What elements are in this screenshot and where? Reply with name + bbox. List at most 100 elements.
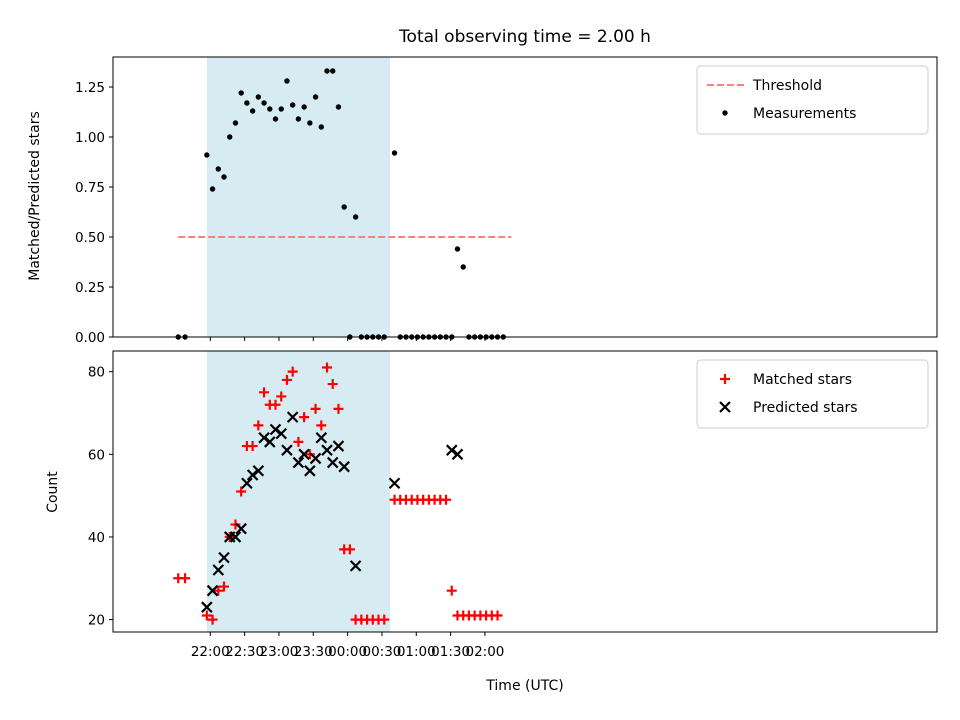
matched-stars-point bbox=[322, 362, 333, 373]
measurement-point bbox=[244, 100, 250, 106]
matched-stars-point bbox=[310, 403, 321, 414]
predicted-stars-point bbox=[218, 551, 230, 564]
legend-label: Matched stars bbox=[753, 372, 852, 388]
predicted-stars-point bbox=[206, 584, 219, 597]
measurement-point bbox=[278, 106, 284, 112]
matched-stars-point bbox=[270, 399, 281, 410]
measurement-point bbox=[318, 124, 324, 130]
matched-stars-point bbox=[247, 441, 258, 452]
top-y-tick-label: 1.25 bbox=[75, 80, 105, 96]
predicted-stars-point bbox=[349, 560, 362, 572]
measurement-point bbox=[255, 94, 262, 100]
legend-label: Predicted stars bbox=[753, 400, 858, 416]
predicted-stars-point bbox=[252, 465, 265, 477]
predicted-stars-point bbox=[445, 444, 458, 456]
predicted-stars-point bbox=[338, 460, 350, 473]
top-shaded-interval bbox=[206, 57, 390, 337]
matched-stars-point bbox=[299, 412, 310, 423]
matched-stars-point bbox=[219, 581, 230, 592]
predicted-stars-point bbox=[298, 448, 310, 461]
matched-stars-point bbox=[293, 436, 304, 447]
matched-stars-point bbox=[492, 610, 503, 621]
predicted-stars-point bbox=[229, 531, 242, 543]
predicted-stars-point bbox=[235, 522, 247, 535]
x-tick-label: 00:30 bbox=[362, 644, 401, 660]
matched-stars-point bbox=[281, 374, 292, 385]
measurement-point bbox=[204, 152, 210, 158]
matched-stars-point bbox=[344, 544, 355, 555]
predicted-stars-point bbox=[201, 601, 213, 613]
bottom-plot-frame bbox=[112, 350, 938, 633]
measurement-point bbox=[352, 214, 359, 220]
measurement-point bbox=[249, 108, 256, 114]
matched-stars-point bbox=[276, 391, 287, 402]
bottom-plot: 2040608022:0022:3023:0023:3000:0000:3001… bbox=[88, 350, 938, 660]
predicted-stars-point bbox=[388, 477, 401, 490]
top-y-axis-label: Matched/Predicted stars bbox=[27, 111, 43, 281]
bottom-legend bbox=[696, 359, 929, 429]
measurement-point bbox=[391, 150, 398, 156]
measurement-point bbox=[330, 68, 336, 74]
measurement-point bbox=[232, 120, 239, 126]
predicted-stars-point bbox=[292, 456, 305, 469]
matched-stars-point bbox=[287, 366, 298, 377]
matched-stars-point bbox=[441, 494, 452, 505]
legend-matched-stars-marker bbox=[720, 374, 730, 384]
measurement-point bbox=[209, 186, 216, 192]
x-tick-label: 01:00 bbox=[397, 644, 436, 660]
x-tick-label: 23:30 bbox=[294, 644, 333, 660]
x-tick-label: 02:00 bbox=[465, 644, 504, 660]
matched-stars-point bbox=[230, 519, 241, 530]
x-tick-label: 01:30 bbox=[431, 644, 470, 660]
predicted-stars-point bbox=[451, 448, 464, 461]
measurement-point bbox=[289, 102, 296, 108]
legend-measurements-marker bbox=[722, 110, 728, 116]
predicted-stars-point bbox=[326, 456, 339, 469]
measurement-point bbox=[267, 106, 273, 112]
matched-stars-point bbox=[327, 379, 338, 390]
predicted-stars-point bbox=[275, 427, 288, 440]
measurement-point bbox=[312, 94, 319, 100]
bottom-y-tick-label: 40 bbox=[88, 530, 105, 546]
predicted-stars-point bbox=[246, 469, 259, 481]
bottom-shaded-interval bbox=[206, 351, 390, 632]
legend-predicted-stars-marker bbox=[719, 401, 731, 413]
predicted-stars-point bbox=[258, 432, 270, 444]
predicted-stars-point bbox=[264, 436, 276, 448]
matched-stars-point bbox=[316, 420, 327, 431]
matched-stars-point bbox=[213, 585, 224, 596]
matched-stars-point bbox=[446, 585, 457, 596]
measurement-point bbox=[238, 90, 244, 96]
measurement-point bbox=[284, 78, 290, 84]
predicted-stars-point bbox=[241, 477, 253, 490]
matched-stars-point bbox=[333, 403, 344, 414]
x-tick-label: 23:00 bbox=[259, 644, 298, 660]
x-tick-label: 22:30 bbox=[225, 644, 264, 660]
x-axis-label: Time (UTC) bbox=[485, 678, 563, 694]
bottom-y-tick-label: 60 bbox=[88, 447, 105, 463]
x-tick-label: 00:00 bbox=[328, 644, 367, 660]
measurement-point bbox=[324, 68, 330, 74]
predicted-stars-point bbox=[212, 564, 225, 576]
measurement-point bbox=[227, 134, 233, 140]
legend-label: Threshold bbox=[752, 78, 822, 94]
top-y-tick-label: 1.00 bbox=[75, 130, 105, 146]
matched-stars-point bbox=[379, 614, 390, 625]
matched-stars-point bbox=[201, 610, 212, 621]
bottom-y-tick-label: 20 bbox=[88, 613, 105, 629]
predicted-stars-point bbox=[304, 465, 316, 477]
measurement-point bbox=[221, 174, 227, 180]
x-tick-label: 22:00 bbox=[191, 644, 230, 660]
predicted-stars-point bbox=[309, 452, 322, 465]
measurement-point bbox=[301, 104, 307, 110]
top-plot: 0.00 0.25 0.50 0.75 1.00 1.25 Threshold Measure… bbox=[75, 56, 938, 346]
matched-stars-point bbox=[259, 387, 270, 398]
top-y-tick-label: 0.75 bbox=[75, 180, 105, 196]
top-y-tick-label: 0.25 bbox=[75, 280, 105, 296]
predicted-stars-point bbox=[315, 432, 328, 444]
predicted-stars-point bbox=[269, 423, 282, 436]
bottom-y-axis-label: Count bbox=[45, 471, 61, 513]
top-y-tick-label: 0.00 bbox=[75, 330, 105, 346]
matched-stars-point bbox=[180, 573, 191, 584]
